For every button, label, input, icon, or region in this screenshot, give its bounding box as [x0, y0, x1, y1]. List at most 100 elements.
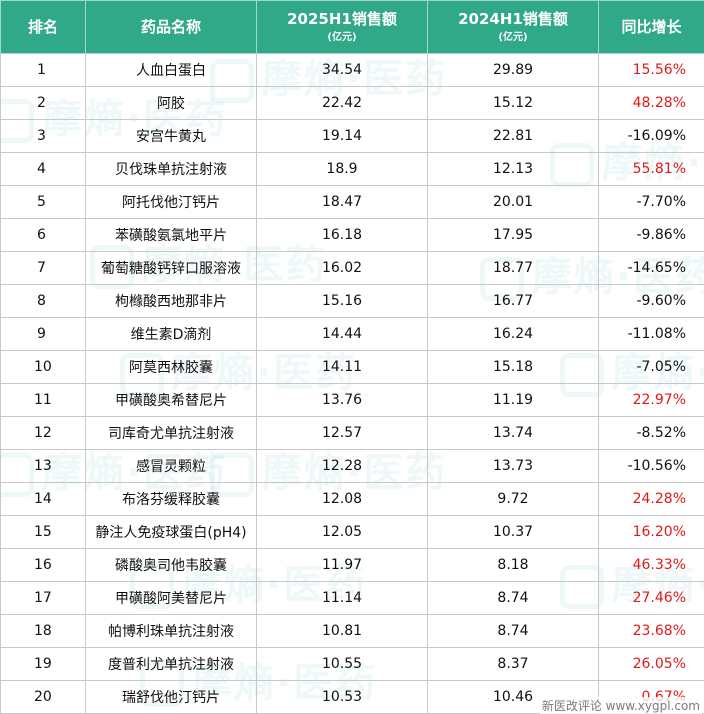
- rank-cell: 15: [0, 515, 86, 549]
- rank-cell: 11: [0, 383, 86, 417]
- table-row: 15 静注人免疫球蛋白(pH4) 12.05 10.37 16.20%: [0, 515, 704, 549]
- yoy-growth-cell: -16.09%: [598, 119, 704, 153]
- rank-cell: 14: [0, 482, 86, 516]
- drug-name-cell: 度普利尤单抗注射液: [85, 647, 257, 681]
- header-drug-name: 药品名称: [85, 0, 257, 54]
- yoy-growth-cell: 24.28%: [598, 482, 704, 516]
- drug-name-cell: 苯磺酸氨氯地平片: [85, 218, 257, 252]
- sales-2025h1-cell: 22.42: [256, 86, 428, 120]
- sales-2024h1-cell: 20.01: [427, 185, 599, 219]
- yoy-growth-cell: -11.08%: [598, 317, 704, 351]
- drug-name-cell: 枸橼酸西地那非片: [85, 284, 257, 318]
- rank-cell: 20: [0, 680, 86, 714]
- sales-2024h1-cell: 16.24: [427, 317, 599, 351]
- rank-cell: 9: [0, 317, 86, 351]
- rank-cell: 12: [0, 416, 86, 450]
- yoy-growth-cell: 22.97%: [598, 383, 704, 417]
- sales-2024h1-cell: 15.18: [427, 350, 599, 384]
- table-row: 14 布洛芬缓释胶囊 12.08 9.72 24.28%: [0, 482, 704, 516]
- yoy-growth-cell: 23.68%: [598, 614, 704, 648]
- yoy-growth-cell: 16.20%: [598, 515, 704, 549]
- sales-2024h1-cell: 9.72: [427, 482, 599, 516]
- sales-2024h1-cell: 8.74: [427, 581, 599, 615]
- yoy-growth-cell: -14.65%: [598, 251, 704, 285]
- sales-2024h1-cell: 13.74: [427, 416, 599, 450]
- sales-2025h1-cell: 11.14: [256, 581, 428, 615]
- sales-2024h1-cell: 8.37: [427, 647, 599, 681]
- drug-name-cell: 瑞舒伐他汀钙片: [85, 680, 257, 714]
- table-row: 4 贝伐珠单抗注射液 18.9 12.13 55.81%: [0, 152, 704, 186]
- sales-2024h1-cell: 29.89: [427, 53, 599, 87]
- table-body: 1 人血白蛋白 34.54 29.89 15.56% 2 阿胶 22.42 15.12 48.28…: [0, 53, 704, 714]
- drug-name-cell: 磷酸奥司他韦胶囊: [85, 548, 257, 582]
- table-row: 10 阿莫西林胶囊 14.11 15.18 -7.05%: [0, 350, 704, 384]
- yoy-growth-cell: 48.28%: [598, 86, 704, 120]
- rank-cell: 6: [0, 218, 86, 252]
- drug-name-cell: 甲磺酸奥希替尼片: [85, 383, 257, 417]
- drug-name-cell: 甲磺酸阿美替尼片: [85, 581, 257, 615]
- rank-cell: 16: [0, 548, 86, 582]
- sales-2024h1-cell: 18.77: [427, 251, 599, 285]
- sales-2024h1-cell: 8.18: [427, 548, 599, 582]
- rank-cell: 10: [0, 350, 86, 384]
- sales-2025h1-cell: 14.44: [256, 317, 428, 351]
- table-row: 7 葡萄糖酸钙锌口服溶液 16.02 18.77 -14.65%: [0, 251, 704, 285]
- header-unit-2024h1: (亿元): [498, 32, 528, 43]
- sales-2025h1-cell: 16.18: [256, 218, 428, 252]
- drug-name-cell: 阿胶: [85, 86, 257, 120]
- table-row: 3 安宫牛黄丸 19.14 22.81 -16.09%: [0, 119, 704, 153]
- rank-cell: 19: [0, 647, 86, 681]
- yoy-growth-cell: -7.05%: [598, 350, 704, 384]
- sales-2025h1-cell: 10.81: [256, 614, 428, 648]
- sales-2024h1-cell: 11.19: [427, 383, 599, 417]
- table-row: 12 司库奇尤单抗注射液 12.57 13.74 -8.52%: [0, 416, 704, 450]
- drug-name-cell: 帕博利珠单抗注射液: [85, 614, 257, 648]
- drug-name-cell: 人血白蛋白: [85, 53, 257, 87]
- table-row: 6 苯磺酸氨氯地平片 16.18 17.95 -9.86%: [0, 218, 704, 252]
- rank-cell: 1: [0, 53, 86, 87]
- table-row: 17 甲磺酸阿美替尼片 11.14 8.74 27.46%: [0, 581, 704, 615]
- sales-2025h1-cell: 10.53: [256, 680, 428, 714]
- rank-cell: 17: [0, 581, 86, 615]
- rank-cell: 8: [0, 284, 86, 318]
- sales-2025h1-cell: 18.47: [256, 185, 428, 219]
- rank-cell: 13: [0, 449, 86, 483]
- sales-2025h1-cell: 19.14: [256, 119, 428, 153]
- drug-name-cell: 静注人免疫球蛋白(pH4): [85, 515, 257, 549]
- table-row: 5 阿托伐他汀钙片 18.47 20.01 -7.70%: [0, 185, 704, 219]
- sales-2025h1-cell: 10.55: [256, 647, 428, 681]
- table-row: 16 磷酸奥司他韦胶囊 11.97 8.18 46.33%: [0, 548, 704, 582]
- table-row: 13 感冒灵颗粒 12.28 13.73 -10.56%: [0, 449, 704, 483]
- rank-cell: 2: [0, 86, 86, 120]
- sales-2025h1-cell: 12.05: [256, 515, 428, 549]
- drug-name-cell: 布洛芬缓释胶囊: [85, 482, 257, 516]
- sales-2024h1-cell: 12.13: [427, 152, 599, 186]
- sales-2024h1-cell: 13.73: [427, 449, 599, 483]
- sales-2025h1-cell: 34.54: [256, 53, 428, 87]
- header-unit-2025h1: (亿元): [327, 32, 357, 43]
- header-row: 排名 药品名称 2025H1销售额 (亿元) 2024H1销售额 (亿元) 同比增长: [0, 0, 704, 54]
- drug-name-cell: 葡萄糖酸钙锌口服溶液: [85, 251, 257, 285]
- header-sales-2024h1: 2024H1销售额 (亿元): [427, 0, 599, 54]
- drug-name-cell: 感冒灵颗粒: [85, 449, 257, 483]
- rank-cell: 3: [0, 119, 86, 153]
- table-row: 19 度普利尤单抗注射液 10.55 8.37 26.05%: [0, 647, 704, 681]
- drug-name-cell: 维生素D滴剂: [85, 317, 257, 351]
- rank-cell: 18: [0, 614, 86, 648]
- sales-2024h1-cell: 15.12: [427, 86, 599, 120]
- sales-2025h1-cell: 15.16: [256, 284, 428, 318]
- yoy-growth-cell: -9.86%: [598, 218, 704, 252]
- header-sales-2025h1: 2025H1销售额 (亿元): [256, 0, 428, 54]
- sales-2024h1-cell: 16.77: [427, 284, 599, 318]
- table-row: 9 维生素D滴剂 14.44 16.24 -11.08%: [0, 317, 704, 351]
- yoy-growth-cell: -10.56%: [598, 449, 704, 483]
- sales-2025h1-cell: 14.11: [256, 350, 428, 384]
- drug-name-cell: 阿莫西林胶囊: [85, 350, 257, 384]
- yoy-growth-cell: -9.60%: [598, 284, 704, 318]
- yoy-growth-cell: 15.56%: [598, 53, 704, 87]
- sales-2025h1-cell: 18.9: [256, 152, 428, 186]
- sales-2025h1-cell: 12.08: [256, 482, 428, 516]
- rank-cell: 7: [0, 251, 86, 285]
